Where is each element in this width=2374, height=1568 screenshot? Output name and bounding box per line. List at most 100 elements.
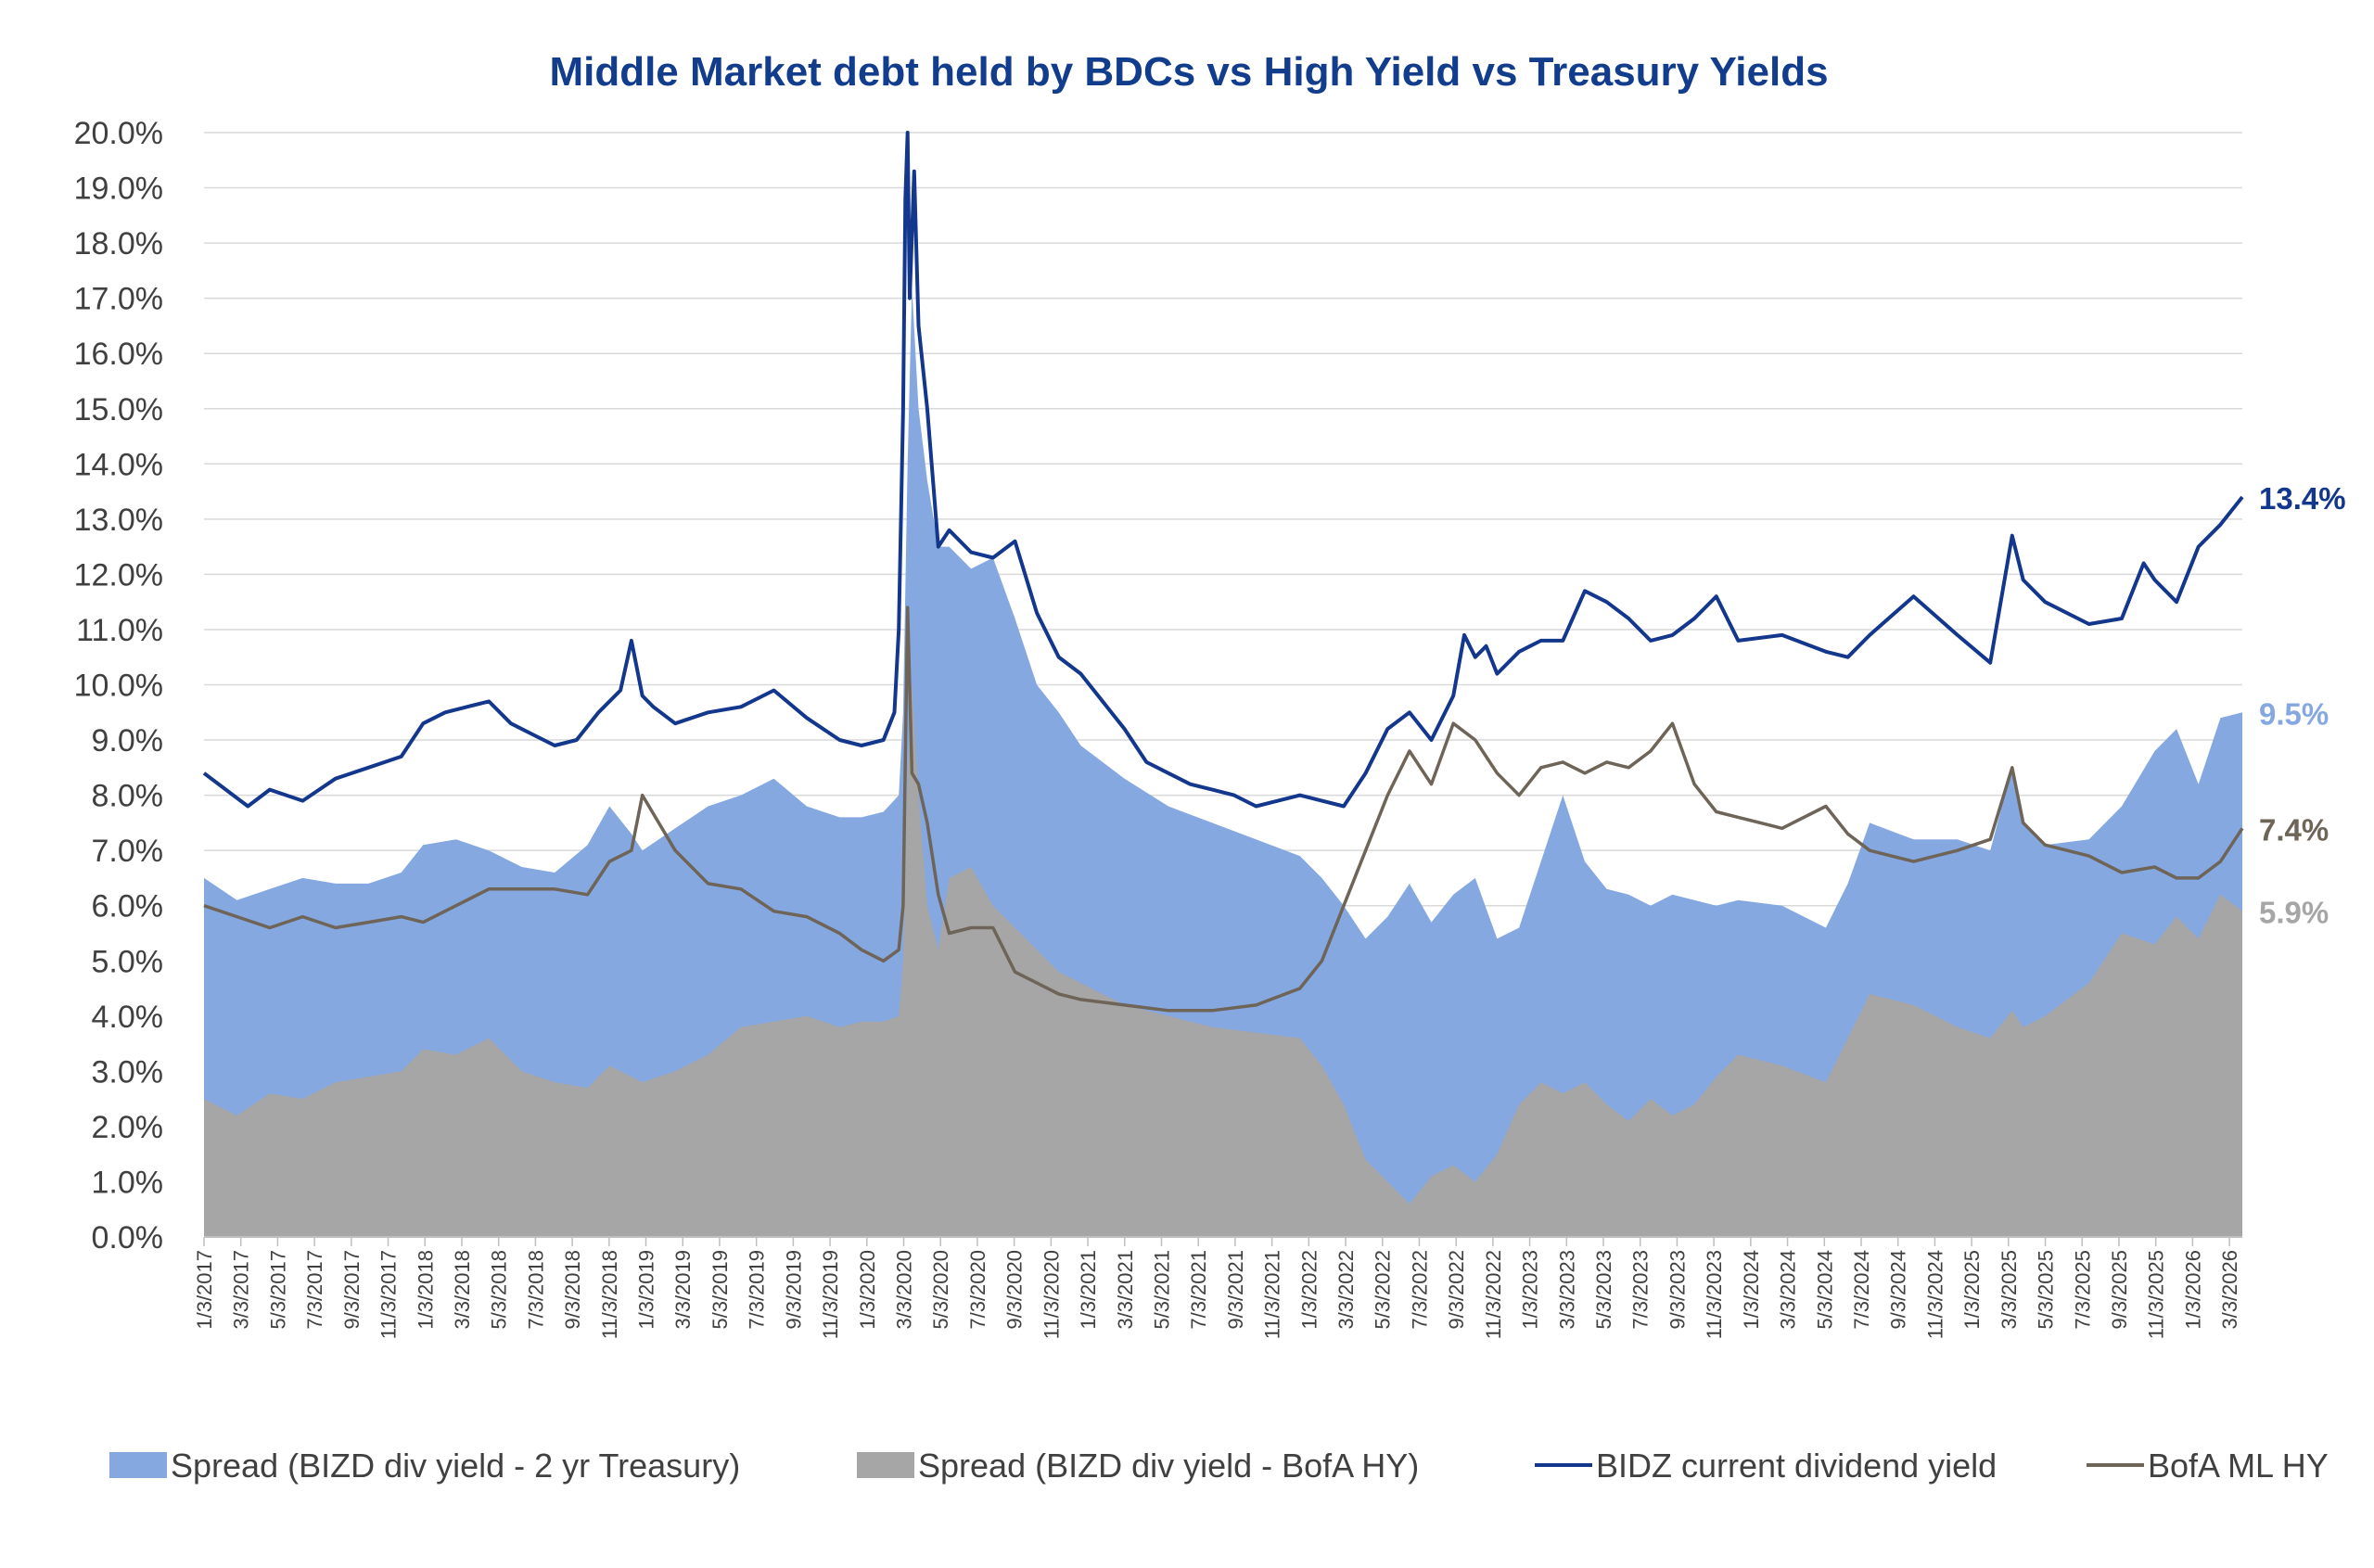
x-tick-label: 5/3/2025 — [2035, 1250, 2058, 1330]
x-tick-label: 1/3/2019 — [635, 1250, 658, 1330]
x-tick-label: 3/3/2025 — [1997, 1250, 2021, 1330]
x-tick-label: 3/3/2017 — [230, 1250, 253, 1330]
y-tick-label: 14.0% — [74, 447, 163, 482]
y-tick-label: 13.0% — [74, 503, 163, 538]
x-tick-label: 5/3/2022 — [1372, 1250, 1395, 1330]
legend-item-4: BofA ML HY — [2087, 1447, 2329, 1485]
y-tick-label: 4.0% — [92, 1000, 164, 1035]
x-tick-label: 1/3/2018 — [414, 1250, 437, 1330]
y-tick-label: 1.0% — [92, 1165, 164, 1200]
x-tick-label: 3/3/2018 — [451, 1250, 474, 1330]
x-tick-label: 11/3/2025 — [2145, 1250, 2168, 1339]
legend-label: Spread (BIZD div yield - BofA HY) — [918, 1447, 1419, 1485]
x-tick-label: 1/3/2023 — [1519, 1250, 1542, 1330]
x-tick-label: 9/3/2021 — [1224, 1250, 1247, 1330]
x-tick-label: 1/3/2021 — [1077, 1250, 1100, 1330]
x-tick-label: 7/3/2022 — [1408, 1250, 1431, 1330]
legend-item-1: Spread (BIZD div yield - 2 yr Treasury) — [109, 1447, 740, 1485]
x-tick-label: 1/3/2017 — [193, 1250, 216, 1330]
legend-item-2: Spread (BIZD div yield - BofA HY) — [857, 1447, 1419, 1485]
y-tick-label: 10.0% — [74, 669, 163, 704]
x-tick-label: 11/3/2022 — [1482, 1250, 1505, 1339]
x-tick-label: 3/3/2026 — [2218, 1250, 2241, 1330]
y-tick-label: 0.0% — [92, 1220, 164, 1256]
x-tick-label: 7/3/2024 — [1850, 1250, 1873, 1330]
y-tick-label: 8.0% — [92, 779, 164, 814]
x-tick-label: 5/3/2023 — [1592, 1250, 1615, 1330]
area-series-group — [204, 287, 2242, 1238]
line-series-group — [202, 131, 2244, 1013]
y-tick-label: 5.0% — [92, 944, 164, 979]
x-tick-label: 7/3/2020 — [966, 1250, 989, 1330]
x-tick-label: 5/3/2019 — [708, 1250, 732, 1330]
x-tick-label: 3/3/2023 — [1555, 1250, 1578, 1330]
y-tick-label: 12.0% — [74, 557, 163, 593]
x-tick-label: 11/3/2018 — [598, 1250, 621, 1339]
x-tick-label: 1/3/2024 — [1740, 1250, 1763, 1330]
x-tick-label: 9/3/2017 — [340, 1250, 364, 1330]
y-tick-label: 16.0% — [74, 337, 163, 372]
end-label-1: 9.5% — [2259, 696, 2329, 731]
y-tick-label: 18.0% — [74, 226, 163, 261]
y-tick-label: 17.0% — [74, 282, 163, 317]
x-tick-label: 9/3/2024 — [1887, 1250, 1910, 1330]
x-tick-label: 1/3/2026 — [2181, 1250, 2204, 1330]
chart-title: Middle Market debt held by BDCs vs High … — [549, 49, 1828, 95]
x-tick-label: 5/3/2018 — [488, 1250, 511, 1330]
end-labels: 9.5% 5.9% 13.4% 7.4% — [2259, 481, 2346, 930]
legend-label: BofA ML HY — [2148, 1447, 2329, 1485]
y-tick-label: 20.0% — [74, 116, 163, 151]
end-label-2: 5.9% — [2259, 896, 2329, 930]
y-axis: 0.0% 1.0% 2.0% 3.0% 4.0% 5.0% 6.0% 7.0% 8.0% 9.0%… — [74, 116, 163, 1256]
x-tick-label: 11/3/2017 — [377, 1250, 401, 1339]
x-tick-label: 11/3/2021 — [1261, 1250, 1284, 1339]
end-label-4: 7.4% — [2259, 812, 2329, 847]
y-tick-label: 2.0% — [92, 1110, 164, 1145]
x-tick-label: 9/3/2020 — [1003, 1250, 1027, 1330]
x-tick-label: 3/3/2019 — [671, 1250, 695, 1330]
x-tick-label: 9/3/2018 — [561, 1250, 584, 1330]
line-series-3 — [202, 131, 2244, 809]
x-tick-label: 7/3/2017 — [303, 1250, 326, 1330]
x-tick-label: 3/3/2024 — [1777, 1250, 1800, 1330]
legend-label: BIDZ current dividend yield — [1596, 1447, 1997, 1485]
x-tick-label: 3/3/2022 — [1334, 1250, 1358, 1330]
y-tick-label: 6.0% — [92, 889, 164, 924]
legend-swatch — [109, 1452, 167, 1478]
x-tick-label: 9/3/2023 — [1666, 1250, 1689, 1330]
x-tick-label: 1/3/2020 — [856, 1250, 879, 1330]
x-tick-label: 5/3/2021 — [1150, 1250, 1173, 1330]
x-tick-label: 5/3/2020 — [929, 1250, 952, 1330]
x-tick-label: 3/3/2021 — [1114, 1250, 1137, 1330]
x-tick-label: 7/3/2021 — [1187, 1250, 1210, 1330]
area-series-1 — [204, 287, 2242, 1238]
x-tick-label: 11/3/2023 — [1703, 1250, 1726, 1339]
y-tick-label: 11.0% — [76, 613, 163, 648]
legend: Spread (BIZD div yield - 2 yr Treasury) S… — [109, 1447, 2329, 1485]
y-tick-label: 9.0% — [92, 723, 164, 759]
y-tick-label: 15.0% — [74, 392, 163, 427]
x-tick-label: 11/3/2020 — [1040, 1250, 1063, 1339]
x-tick-label: 7/3/2023 — [1629, 1250, 1653, 1330]
line-series-4 — [203, 606, 2244, 1013]
x-tick-label: 9/3/2025 — [2108, 1250, 2131, 1330]
area-series-2 — [204, 684, 2242, 1237]
legend-swatch — [857, 1452, 914, 1478]
x-axis: 1/3/2017 3/3/2017 5/3/2017 7/3/2017 9/3/2017… — [193, 1236, 2242, 1339]
x-tick-label: 11/3/2024 — [1923, 1250, 1946, 1339]
x-tick-label: 9/3/2022 — [1445, 1250, 1468, 1330]
x-tick-label: 9/3/2019 — [782, 1250, 805, 1330]
x-tick-label: 7/3/2019 — [746, 1250, 769, 1330]
x-tick-label: 1/3/2022 — [1297, 1250, 1321, 1330]
x-tick-label: 1/3/2025 — [1960, 1250, 1984, 1330]
end-label-3: 13.4% — [2259, 481, 2346, 516]
x-tick-label: 7/3/2018 — [524, 1250, 547, 1330]
x-tick-label: 5/3/2024 — [1813, 1250, 1836, 1330]
y-tick-label: 3.0% — [92, 1054, 164, 1090]
y-tick-label: 7.0% — [92, 834, 164, 869]
x-tick-label: 7/3/2025 — [2071, 1250, 2094, 1330]
x-tick-label: 3/3/2020 — [893, 1250, 916, 1330]
legend-item-3: BIDZ current dividend yield — [1535, 1447, 1997, 1485]
